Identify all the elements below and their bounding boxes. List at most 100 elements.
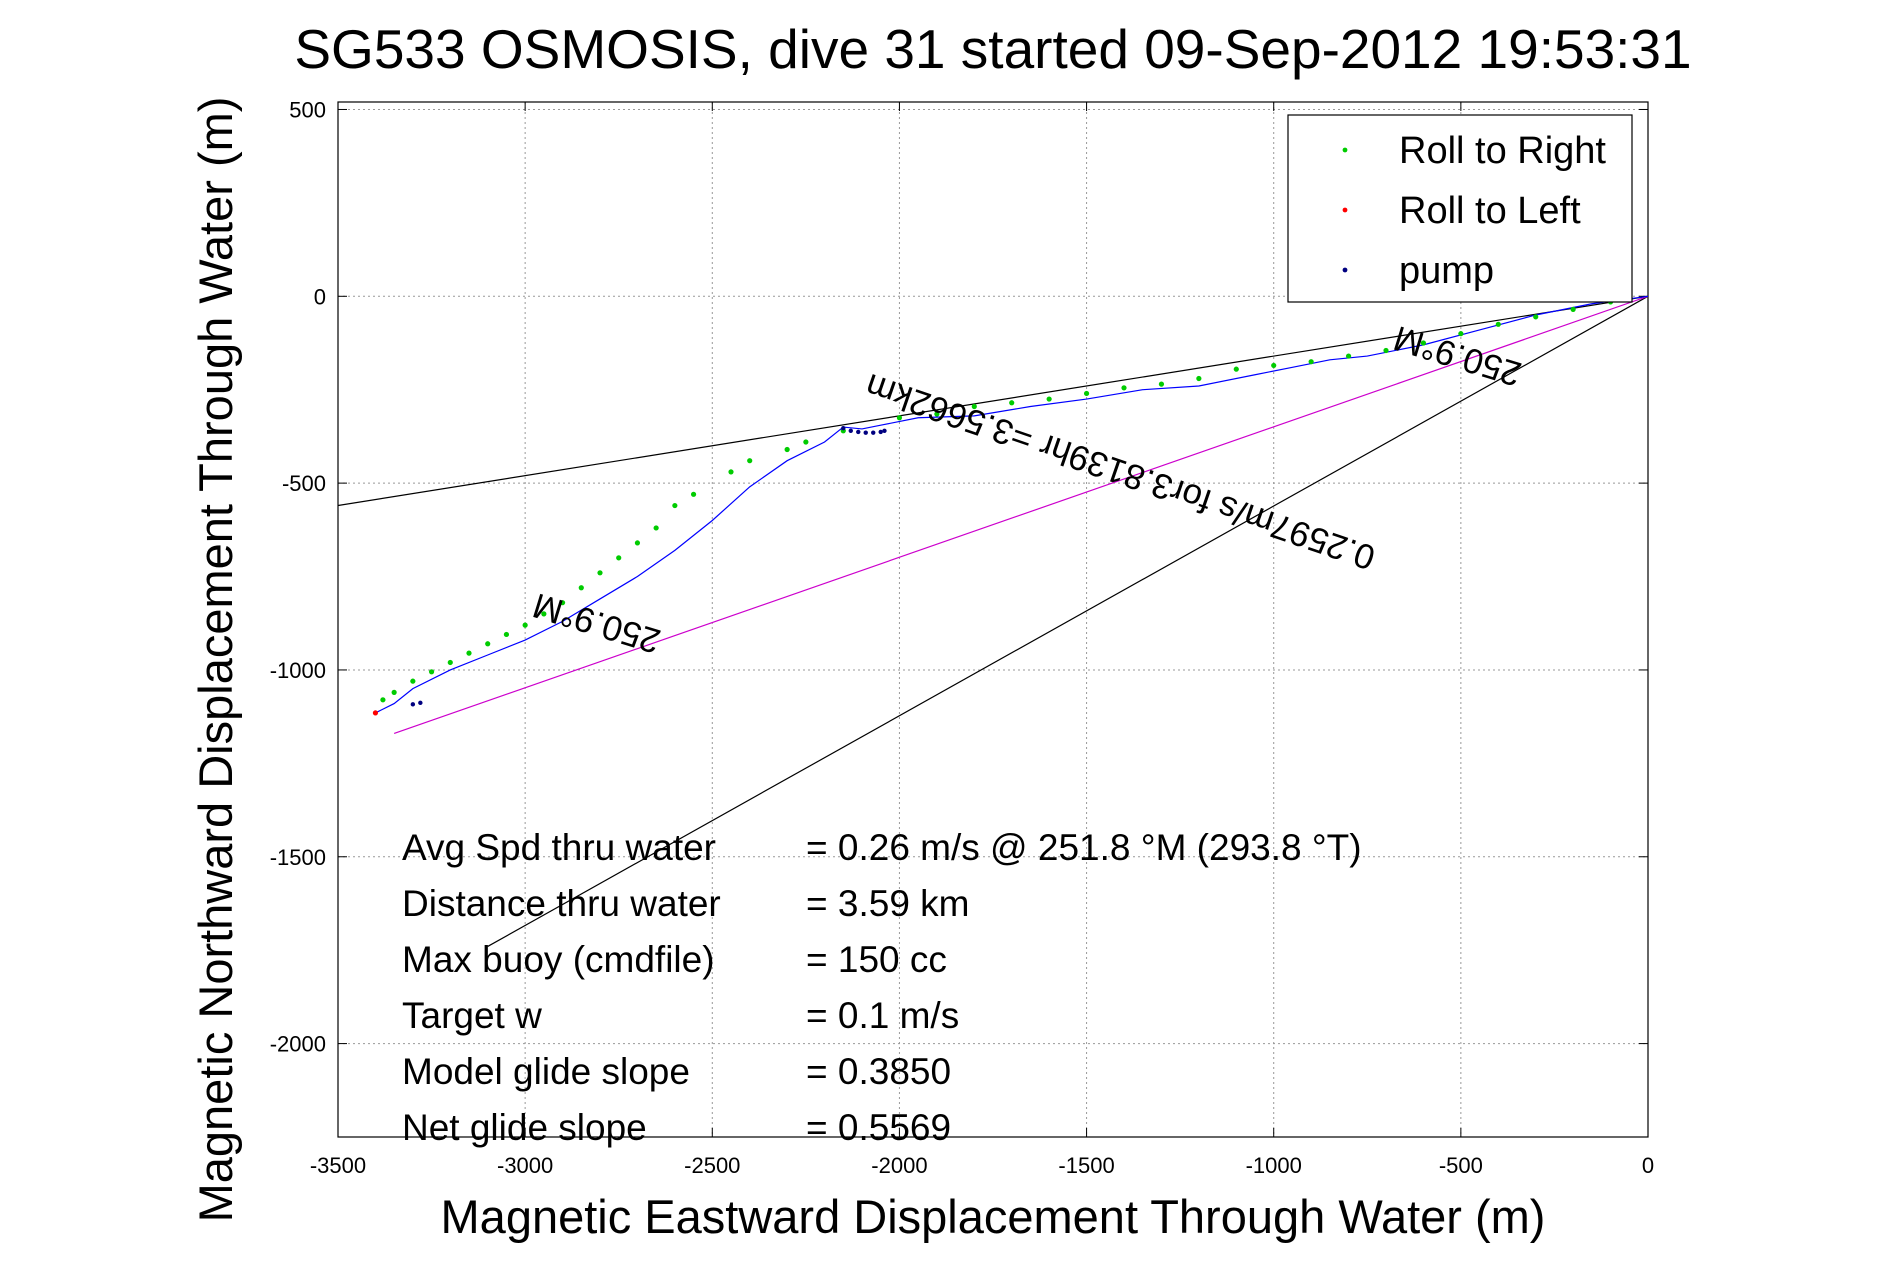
stat-label: Target w — [402, 995, 542, 1036]
y-axis-label: Magnetic Northward Displacement Through … — [189, 97, 242, 1223]
roll-right-point — [1308, 359, 1314, 365]
roll-right-point — [896, 415, 903, 421]
stat-label: Model glide slope — [402, 1051, 690, 1092]
x-tick-label: -3000 — [497, 1153, 553, 1178]
pump-point — [848, 428, 853, 434]
roll-right-point — [1158, 381, 1165, 387]
roll-right-point — [466, 650, 472, 656]
stat-label: Avg Spd thru water — [402, 827, 716, 868]
legend-label: Roll to Left — [1399, 190, 1581, 232]
stat-value: = 150 cc — [806, 939, 947, 980]
roll-right-point — [485, 641, 491, 647]
roll-right-point — [559, 600, 566, 606]
roll-right-point — [672, 502, 678, 509]
roll-right-point — [597, 570, 603, 576]
roll-right-point — [541, 611, 547, 617]
roll-right-point — [784, 446, 790, 453]
y-tick-label: -500 — [282, 471, 326, 496]
roll-right-point — [578, 585, 584, 591]
pump-point — [878, 429, 883, 435]
stat-label: Net glide slope — [402, 1107, 647, 1148]
guide-lines — [338, 295, 1648, 947]
roll-right-point — [653, 525, 659, 531]
legend-label: pump — [1399, 250, 1494, 292]
x-tick-label: -1500 — [1058, 1153, 1114, 1178]
roll-right-point — [391, 689, 397, 695]
pump-point — [410, 702, 416, 707]
roll-right-point — [380, 697, 386, 703]
pump-point — [841, 425, 846, 431]
roll-right-point — [803, 439, 809, 445]
stat-value: = 0.3850 — [806, 1051, 951, 1092]
legend-marker — [1342, 147, 1348, 153]
pump-point — [863, 430, 868, 435]
annotation-label: 250.9°M — [1389, 318, 1525, 394]
roll-right-point — [503, 631, 510, 638]
roll-right-point — [1233, 366, 1239, 372]
x-tick-label: -2500 — [684, 1153, 740, 1178]
roll-right-point — [971, 403, 977, 410]
roll-right-point — [522, 622, 528, 628]
y-tick-label: 0 — [314, 284, 326, 309]
track-layer — [375, 295, 1648, 714]
x-tick-label: -3500 — [310, 1153, 366, 1178]
roll-right-point — [1533, 314, 1539, 320]
y-tick-label: -1500 — [270, 845, 326, 870]
stat-value: = 0.1 m/s — [806, 995, 959, 1036]
stat-label: Max buoy (cmdfile) — [402, 939, 715, 980]
roll-left-point — [372, 710, 379, 716]
roll-right-point — [1009, 400, 1015, 406]
pump-point — [882, 428, 887, 434]
legend: Roll to Right Roll to Left pump — [1287, 114, 1633, 303]
roll-right-point — [690, 491, 697, 497]
roll-right-point — [1345, 353, 1352, 359]
chart-title: SG533 OSMOSIS, dive 31 started 09-Sep-20… — [294, 18, 1691, 80]
x-tick-label: -2000 — [871, 1153, 927, 1178]
roll-right-point — [634, 540, 641, 546]
points-layer — [372, 299, 1614, 716]
track-line — [375, 295, 1648, 714]
legend-marker — [1342, 207, 1348, 213]
y-tick-label: 500 — [289, 97, 326, 122]
roll-right-point — [1570, 306, 1576, 312]
roll-right-point — [428, 669, 435, 675]
roll-right-point — [410, 678, 416, 684]
stat-value: = 0.26 m/s @ 251.8 °M (293.8 °T) — [806, 827, 1362, 868]
roll-right-point — [747, 458, 753, 464]
pump-point — [418, 700, 423, 706]
upper-heading-line — [338, 295, 1648, 507]
y-tick-label: -1000 — [270, 658, 326, 683]
roll-right-point — [1420, 340, 1427, 346]
plot-area — [337, 101, 1649, 1138]
roll-right-point — [1196, 375, 1202, 382]
axis-ticks: -3500 -3000 -2500 -2000 -1500 -1000 -500 0 500 0 -… — [270, 97, 1654, 1178]
net-displacement-line — [393, 295, 1648, 735]
roll-right-point — [616, 555, 622, 561]
annotation-label: 250.9°M — [528, 585, 664, 661]
x-tick-label: 0 — [1642, 1153, 1654, 1178]
roll-right-point — [1046, 396, 1052, 402]
roll-right-point — [1383, 347, 1389, 354]
roll-right-point — [447, 659, 453, 666]
stat-value: = 3.59 km — [806, 883, 970, 924]
roll-right-point — [728, 469, 734, 475]
x-tick-label: -1000 — [1246, 1153, 1302, 1178]
legend-marker — [1342, 267, 1348, 273]
roll-right-point — [1271, 362, 1277, 369]
roll-right-point — [1121, 385, 1127, 391]
y-tick-label: -2000 — [270, 1032, 326, 1057]
stat-label: Distance thru water — [402, 883, 721, 924]
roll-right-point — [934, 411, 940, 417]
x-tick-label: -500 — [1439, 1153, 1483, 1178]
roll-right-point — [1495, 321, 1501, 327]
pump-point — [856, 429, 861, 435]
legend-label: Roll to Right — [1399, 130, 1606, 172]
pump-point — [871, 430, 876, 435]
stat-value: = 0.5569 — [806, 1107, 951, 1148]
roll-right-point — [1083, 390, 1090, 397]
lower-heading-line — [487, 295, 1648, 947]
x-axis-label: Magnetic Eastward Displacement Through W… — [441, 1190, 1546, 1243]
annotation-label: 0.2597m/s for3.8139hr =3.5662km — [860, 366, 1380, 577]
